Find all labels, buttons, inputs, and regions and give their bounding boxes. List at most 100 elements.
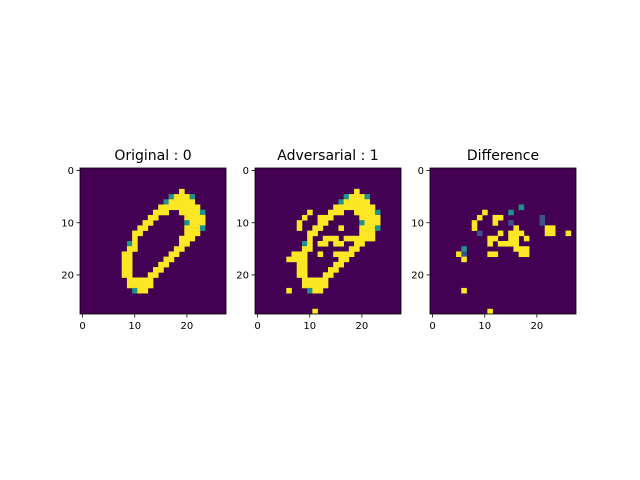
heatmap-cell [173, 194, 180, 200]
heatmap-cell [189, 230, 196, 237]
heatmap-cell [364, 194, 371, 200]
heatmap-cell [497, 241, 504, 247]
y-tick-label: 20 [411, 270, 424, 281]
heatmap-cell [121, 272, 128, 278]
heatmap-cell [158, 267, 164, 273]
heatmap-cell [354, 241, 360, 247]
heatmap-cell [497, 230, 504, 237]
heatmap-cell [184, 194, 190, 200]
heatmap-cell [179, 209, 185, 216]
heatmap-cell [364, 199, 371, 205]
heatmap-cell [296, 220, 303, 226]
heatmap-cell [364, 220, 371, 226]
heatmap-cell [364, 230, 371, 237]
heatmap-cell [189, 220, 196, 226]
heatmap-cell [153, 214, 159, 221]
heatmap-cell [503, 241, 509, 247]
heatmap-cell [374, 209, 381, 216]
heatmap-cell [523, 235, 530, 242]
heatmap-cell [296, 267, 303, 273]
heatmap-cell [513, 235, 519, 242]
x-tick-label: 20 [356, 321, 369, 332]
heatmap-cell [158, 209, 164, 216]
heatmap-cell [343, 235, 350, 242]
y-tick-label: 10 [61, 218, 74, 229]
heatmap-cell [163, 209, 169, 216]
heatmap-cell [487, 235, 493, 242]
heatmap-cell [328, 235, 334, 242]
heatmap-cell [194, 214, 201, 221]
heatmap-cell [184, 209, 190, 216]
heatmap-cell [184, 199, 190, 205]
heatmap-cell [301, 256, 308, 263]
heatmap-cell [147, 220, 154, 226]
heatmap-cell [307, 246, 313, 252]
heatmap-cell [359, 204, 365, 211]
heatmap-cell [343, 251, 350, 257]
heatmap-cell [492, 251, 499, 257]
heatmap-cell [168, 199, 175, 205]
heatmap-cell [142, 220, 149, 226]
heatmap-cell [301, 277, 308, 284]
heatmap-cell [322, 282, 329, 289]
heatmap-cell [126, 267, 133, 273]
heatmap-cell [126, 241, 133, 247]
heatmap-cell [322, 214, 329, 221]
heatmap-cell [126, 256, 133, 263]
x-tick-label: 10 [303, 321, 316, 332]
heatmap-cell [369, 225, 376, 231]
heatmap-cell [333, 251, 339, 257]
heatmap-cell [374, 225, 381, 231]
heatmap-cell [544, 225, 551, 231]
heatmap-cell [508, 220, 514, 226]
heatmap-cell [328, 214, 334, 221]
heatmap-cell [333, 261, 339, 268]
heatmap-cell [317, 241, 324, 247]
heatmap-cell [163, 256, 169, 263]
heatmap-cell [354, 188, 360, 195]
heatmap-cell [199, 225, 206, 231]
heatmap-cell [348, 199, 355, 205]
heatmap-cell [189, 209, 196, 216]
heatmap-cell [168, 204, 175, 211]
x-tick-label: 0 [429, 321, 435, 332]
heatmap-cell [338, 225, 344, 231]
heatmap-cell [328, 267, 334, 273]
y-tick-label: 20 [61, 270, 74, 281]
heatmap-cell [461, 256, 467, 263]
heatmap-cell [173, 246, 180, 252]
heatmap-cell [487, 241, 493, 247]
heatmap-cell [348, 204, 355, 211]
heatmap-cell [132, 246, 138, 252]
heatmap-cell [194, 209, 201, 216]
heatmap-cell [168, 256, 175, 263]
heatmap-cell [322, 277, 329, 284]
heatmap-cell [369, 209, 376, 216]
heatmap-cell [184, 241, 190, 247]
heatmap-cell [359, 209, 365, 216]
heatmap-cell [482, 209, 488, 216]
heatmap-cell [312, 225, 318, 231]
heatmap-cell [317, 282, 324, 289]
heatmap-cell [301, 272, 308, 278]
subplot-title: Adversarial : 1 [277, 148, 378, 164]
heatmap-cell [364, 214, 371, 221]
heatmap-cell [343, 199, 350, 205]
heatmap-cell [137, 282, 143, 289]
heatmap-cell [296, 225, 303, 231]
heatmap-cell [179, 246, 185, 252]
heatmap-cell [184, 230, 190, 237]
heatmap-cell [194, 204, 201, 211]
heatmap-cell [364, 225, 371, 231]
heatmap-cell [126, 282, 133, 289]
heatmap-cell [312, 277, 318, 284]
heatmap-cell [153, 209, 159, 216]
heatmap-cell [492, 235, 499, 242]
heatmap-cell [487, 251, 493, 257]
x-tick-label: 10 [478, 321, 491, 332]
heatmap-cell [471, 225, 478, 231]
heatmap-cell [301, 241, 308, 247]
heatmap-cell [184, 220, 190, 226]
heatmap-cell [179, 199, 185, 205]
heatmap-cell [173, 251, 180, 257]
